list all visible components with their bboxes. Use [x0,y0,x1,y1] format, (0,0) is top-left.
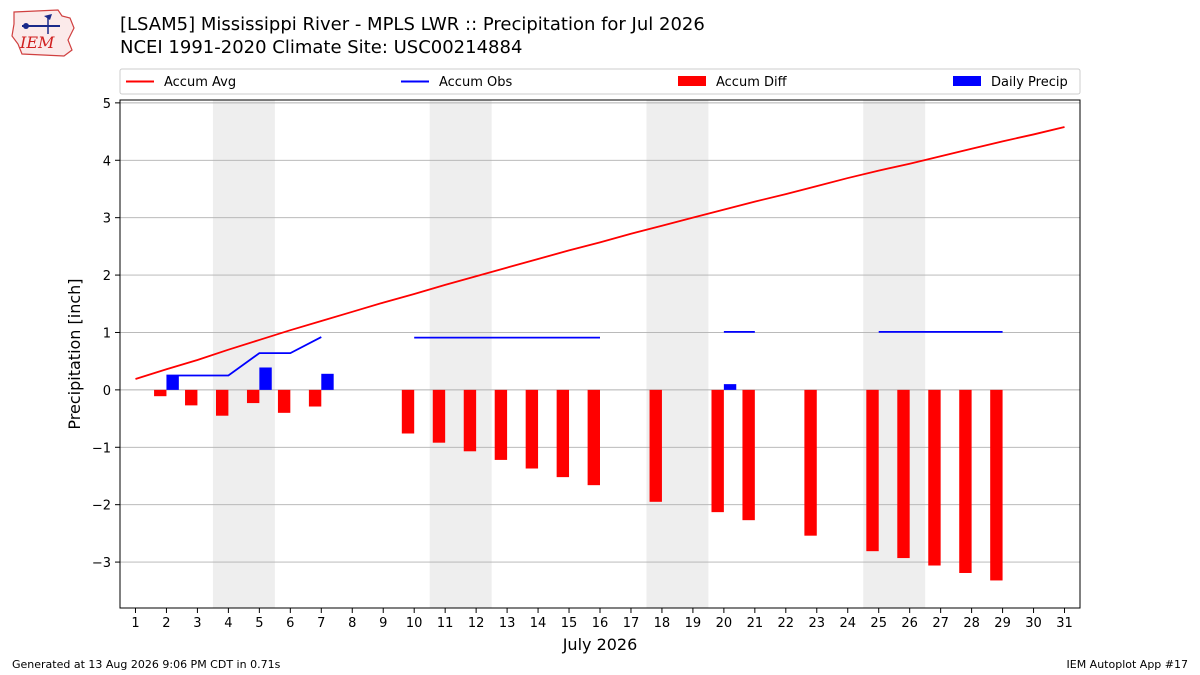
x-tick-label: 15 [561,616,578,631]
x-tick-label: 17 [623,616,640,631]
accum-avg-line [135,126,1065,380]
accum-diff-bar [185,389,198,406]
x-tick-label: 23 [809,616,826,631]
accum-diff-bar [928,389,941,566]
y-tick-label: 2 [103,269,111,284]
x-axis-label: July 2026 [562,635,638,654]
accum-obs-line-0 [166,336,322,377]
x-tick-label: 9 [379,616,387,631]
x-tick-label: 25 [870,616,887,631]
accum-diff-bar [308,389,322,407]
y-tick-label: 4 [103,154,111,169]
x-tick-label: 30 [1025,616,1042,631]
x-tick-label: 27 [932,616,949,631]
accum-diff-bar [463,389,477,452]
x-tick-label: 16 [592,616,609,631]
x-tick-label: 20 [716,616,733,631]
logo-text: IEM [19,33,55,52]
legend-accum-obs-label: Accum Obs [439,75,512,90]
y-tick-label: −1 [92,441,111,456]
accum-diff-bar [154,389,167,397]
accum-diff-bar [990,389,1003,581]
x-tick-label: 4 [224,616,232,631]
legend-accum-diff-swatch [678,76,706,86]
x-tick-label: 5 [255,616,263,631]
legend-accum-avg-label: Accum Avg [164,75,236,90]
accum-diff-bar [525,389,539,469]
accum-diff-bar [866,389,879,552]
accum-diff-bar [959,389,972,573]
x-tick-label: 12 [468,616,485,631]
accum-diff-bar [432,389,446,443]
x-tick-label: 19 [685,616,702,631]
x-tick-label: 22 [778,616,795,631]
shaded-span-1 [429,100,492,608]
accum-diff-bar [649,389,662,502]
y-tick-label: 0 [103,384,111,399]
x-tick-label: 26 [901,616,918,631]
accum-diff-bar [897,389,910,559]
x-tick-label: 14 [530,616,547,631]
daily-precip-bar [259,367,272,390]
y-tick-label: 3 [103,212,111,227]
x-tick-label: 28 [963,616,980,631]
x-tick-label: 8 [348,616,356,631]
accum-diff-bar [742,389,755,521]
generated-note: Generated at 13 Aug 2026 9:06 PM CDT in … [12,658,281,671]
accum-diff-bar [277,389,291,413]
x-tick-label: 6 [286,616,294,631]
chart-subtitle: NCEI 1991-2020 Climate Site: USC00214884 [120,37,523,58]
daily-precip-bar [166,375,179,390]
y-axis-label: Precipitation [inch] [65,278,84,429]
x-tick-label: 1 [131,616,139,631]
accum-diff-bar [587,389,600,486]
y-tick-label: −2 [92,499,111,514]
x-tick-label: 31 [1056,616,1073,631]
x-tick-label: 3 [193,616,201,631]
accum-diff-bar [556,389,570,478]
y-tick-label: −3 [92,556,111,571]
legend-daily-precip-swatch [953,76,981,86]
legend-daily-precip-label: Daily Precip [991,75,1068,90]
accum-diff-bar [246,389,260,404]
x-tick-label: 24 [839,616,856,631]
legend-box [119,68,1081,95]
app-label: IEM Autoplot App #17 [1066,658,1189,671]
accum-diff-bar [804,389,817,536]
legend-accum-diff-label: Accum Diff [716,75,788,90]
accum-diff-bar [711,389,724,513]
x-tick-label: 10 [406,616,423,631]
accum-diff-bar [216,389,229,416]
shaded-span-2 [646,100,709,608]
y-tick-label: 5 [103,97,111,112]
iem-logo: IEM [8,6,80,58]
daily-precip-bar [723,384,737,390]
x-tick-label: 13 [499,616,516,631]
y-tick-label: 1 [103,326,111,341]
x-tick-label: 21 [747,616,764,631]
chart-title: [LSAM5] Mississippi River - MPLS LWR :: … [120,14,705,35]
x-tick-label: 11 [437,616,454,631]
x-tick-label: 7 [317,616,325,631]
x-tick-label: 18 [654,616,671,631]
x-tick-label: 2 [162,616,170,631]
daily-precip-bar [321,373,334,390]
accum-diff-bar [401,389,415,434]
accum-diff-bar [494,389,508,460]
x-tick-label: 29 [994,616,1011,631]
